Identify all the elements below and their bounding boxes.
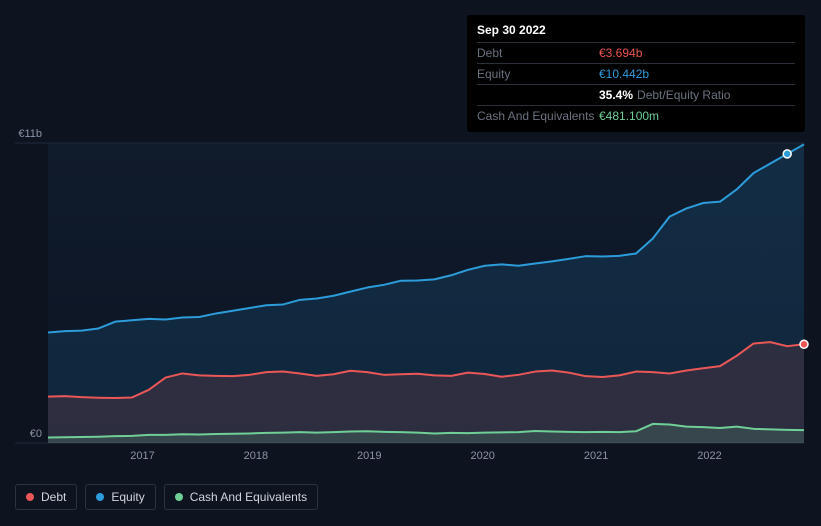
legend-label: Debt (41, 490, 66, 504)
tooltip-value: 35.4%Debt/Equity Ratio (599, 87, 730, 103)
svg-text:€0: €0 (30, 428, 42, 440)
svg-text:2020: 2020 (470, 450, 494, 462)
svg-text:2022: 2022 (697, 450, 721, 462)
legend: Debt Equity Cash And Equivalents (15, 484, 318, 510)
tooltip-value: €10.442b (599, 66, 649, 82)
tooltip-label: Cash And Equivalents (477, 108, 599, 124)
tooltip-row-equity: Equity €10.442b (477, 63, 795, 84)
tooltip-row-debt: Debt €3.694b (477, 42, 795, 63)
tooltip-row-ratio: 35.4%Debt/Equity Ratio (477, 84, 795, 105)
svg-text:2017: 2017 (130, 450, 154, 462)
tooltip-row-cash: Cash And Equivalents €481.100m (477, 105, 795, 126)
hover-tooltip: Sep 30 2022 Debt €3.694b Equity €10.442b… (467, 15, 805, 132)
chart-container: Sep 30 2022 Debt €3.694b Equity €10.442b… (0, 0, 821, 526)
tooltip-value: €481.100m (599, 108, 659, 124)
svg-text:2021: 2021 (584, 450, 608, 462)
circle-icon (175, 493, 183, 501)
tooltip-label (477, 87, 599, 103)
circle-icon (96, 493, 104, 501)
circle-icon (26, 493, 34, 501)
svg-text:€11b: €11b (18, 128, 42, 140)
svg-text:2018: 2018 (244, 450, 268, 462)
legend-item-equity[interactable]: Equity (85, 484, 155, 510)
legend-item-cash[interactable]: Cash And Equivalents (164, 484, 318, 510)
tooltip-value: €3.694b (599, 45, 642, 61)
legend-item-debt[interactable]: Debt (15, 484, 77, 510)
tooltip-label: Debt (477, 45, 599, 61)
legend-label: Cash And Equivalents (190, 490, 307, 504)
tooltip-label: Equity (477, 66, 599, 82)
legend-label: Equity (111, 490, 144, 504)
tooltip-date: Sep 30 2022 (477, 21, 795, 42)
svg-text:2019: 2019 (357, 450, 381, 462)
